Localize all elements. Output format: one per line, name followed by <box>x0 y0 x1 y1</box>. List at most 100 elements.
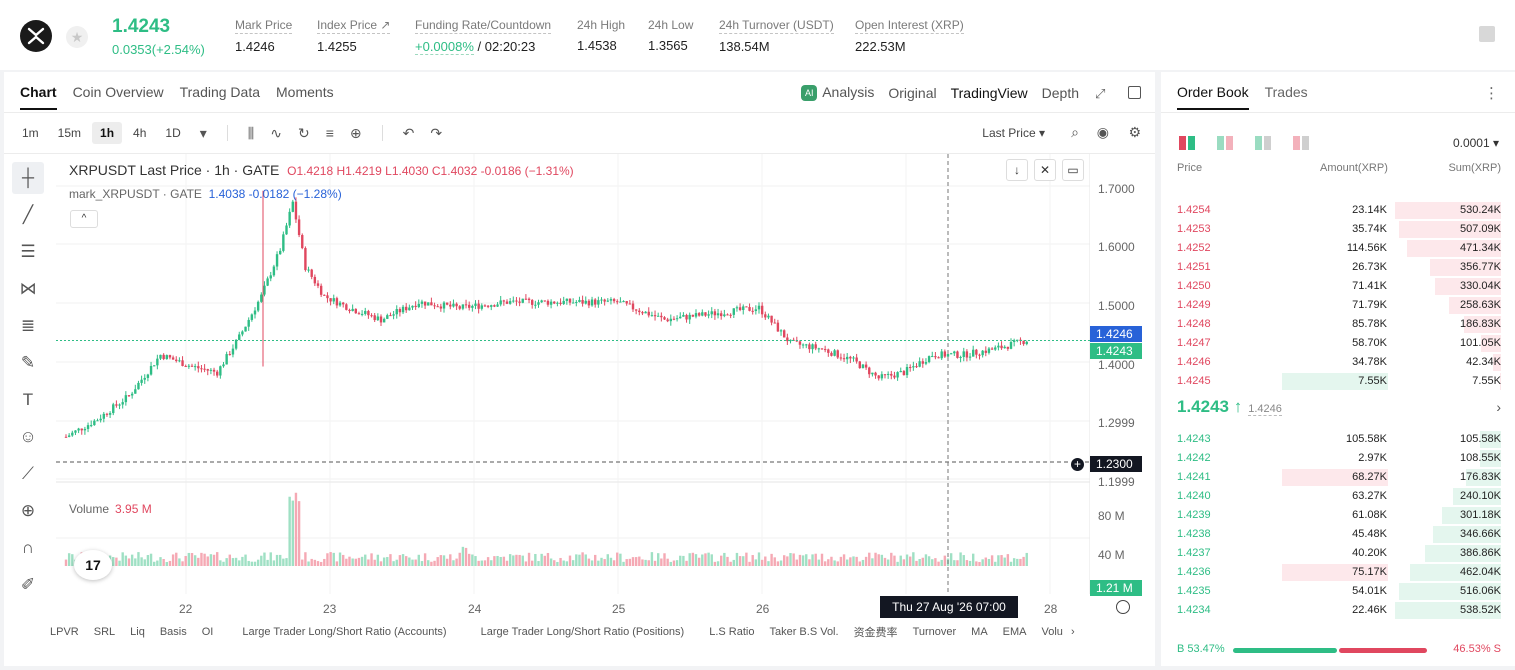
tab-chart[interactable]: Chart <box>20 84 57 110</box>
timeframe-1m[interactable]: 1m <box>22 126 39 140</box>
add-alert-icon[interactable]: ⊕ <box>349 124 362 141</box>
candle-type-icon[interactable]: ⫼ <box>247 124 255 141</box>
favorite-star-icon[interactable]: ★ <box>66 26 88 48</box>
brush-icon[interactable]: ✎ <box>20 353 36 372</box>
tab-trades[interactable]: Trades <box>1264 84 1308 100</box>
mid-price-row[interactable]: 1.4243 ↑ 1.4246 › <box>1177 397 1501 421</box>
indicator-ma[interactable]: MA <box>971 626 988 638</box>
stat-label[interactable]: Funding Rate/Countdown <box>415 18 552 34</box>
timeframe-15m[interactable]: 15m <box>57 126 82 140</box>
trend-line-icon[interactable]: ╱ <box>22 205 34 224</box>
indicator-volume[interactable]: Volu <box>1041 626 1063 638</box>
ask-row[interactable]: 1.4254 23.14K 530.24K <box>1161 200 1515 219</box>
bid-row[interactable]: 1.4234 22.46K 538.52K <box>1161 600 1515 619</box>
collapse-legend-button[interactable]: ^ <box>70 210 98 228</box>
tab-coin-overview[interactable]: Coin Overview <box>72 84 164 100</box>
more-options-icon[interactable]: ⋮ <box>1484 85 1499 102</box>
book-icon[interactable] <box>1479 26 1495 42</box>
ask-row[interactable]: 1.4253 35.74K 507.09K <box>1161 219 1515 238</box>
indicator-ema[interactable]: EMA <box>1002 626 1027 638</box>
text-icon[interactable]: T <box>22 390 34 409</box>
indicator-ls-ratio[interactable]: L.S Ratio <box>709 626 755 638</box>
stat-label[interactable]: Mark Price <box>235 18 293 34</box>
gear-icon[interactable]: ⚙ <box>1128 124 1141 140</box>
indicators-icon[interactable]: ∿ <box>270 124 282 141</box>
maximize-pane-icon[interactable]: ▭ <box>1062 159 1084 181</box>
indicator-turnover[interactable]: Turnover <box>912 626 957 638</box>
indicator-basis[interactable]: Basis <box>159 626 187 638</box>
redo-icon[interactable]: ↷ <box>430 124 443 141</box>
bid-row[interactable]: 1.4243 105.58K 105.58K <box>1161 429 1515 448</box>
candlestick-chart[interactable] <box>56 154 1090 594</box>
tradingview-logo-icon[interactable]: 17 <box>74 550 112 580</box>
mode-both-icon[interactable] <box>1179 136 1195 150</box>
timeframe-1d[interactable]: 1D <box>165 126 181 140</box>
arrow-down-icon[interactable]: ↓ <box>1006 159 1028 181</box>
horizontal-lines-icon[interactable]: ☰ <box>20 242 36 261</box>
bid-row[interactable]: 1.4240 63.27K 240.10K <box>1161 486 1515 505</box>
undo-icon[interactable]: ↶ <box>402 124 415 141</box>
magnet-icon[interactable]: ∩ <box>21 538 35 557</box>
indicator-lpvr[interactable]: LPVR <box>50 626 79 638</box>
reset-chart-icon[interactable] <box>1116 600 1130 614</box>
tab-depth[interactable]: Depth <box>1041 84 1079 101</box>
indicator-funding-rate[interactable]: 资金费率 <box>853 626 898 639</box>
ruler-icon[interactable]: ⟋ <box>22 464 34 483</box>
lock-drawing-icon[interactable]: ✐ <box>20 575 36 594</box>
tab-order-book[interactable]: Order Book <box>1177 84 1249 110</box>
bid-row[interactable]: 1.4238 45.48K 346.66K <box>1161 524 1515 543</box>
timeframe-4h[interactable]: 4h <box>133 126 147 140</box>
pattern-icon[interactable]: ⋈ <box>19 279 37 298</box>
templates-icon[interactable]: ≡ <box>325 125 334 141</box>
tab-original[interactable]: Original <box>888 84 937 101</box>
collapse-icon[interactable]: ✕ <box>1034 159 1056 181</box>
tab-analysis[interactable]: AI Analysis <box>801 84 874 102</box>
tab-moments[interactable]: Moments <box>276 84 334 100</box>
stat-label[interactable]: Open Interest (XRP) <box>855 18 964 34</box>
ask-row[interactable]: 1.4250 71.41K 330.04K <box>1161 276 1515 295</box>
crosshair-icon[interactable]: ┼ <box>12 162 44 194</box>
funding-rate-value[interactable]: +0.0008% <box>415 39 474 55</box>
ask-row[interactable]: 1.4247 58.70K 101.05K <box>1161 333 1515 352</box>
ask-row[interactable]: 1.4245 7.55K 7.55K <box>1161 371 1515 390</box>
timeframe-1h[interactable]: 1h <box>92 122 123 144</box>
tab-trading-data[interactable]: Trading Data <box>179 84 261 100</box>
add-order-icon[interactable]: + <box>1070 457 1085 472</box>
tab-tradingview[interactable]: TradingView <box>950 84 1028 101</box>
fib-icon[interactable]: ≣ <box>20 316 36 335</box>
bid-row[interactable]: 1.4239 61.08K 301.18K <box>1161 505 1515 524</box>
tick-size-select[interactable]: 0.0001 ▾ <box>1452 136 1499 150</box>
ask-row[interactable]: 1.4248 85.78K 186.83K <box>1161 314 1515 333</box>
stat-label[interactable]: 24h Turnover (USDT) <box>719 18 834 34</box>
chevron-right-icon[interactable]: › <box>1070 626 1075 638</box>
ask-row[interactable]: 1.4251 26.73K 356.77K <box>1161 257 1515 276</box>
replay-icon[interactable]: ↻ <box>297 124 310 141</box>
stat-label[interactable]: Index Price ↗ <box>317 18 391 34</box>
ask-row[interactable]: 1.4252 114.56K 471.34K <box>1161 238 1515 257</box>
mode-split-icon[interactable] <box>1217 136 1233 150</box>
indicator-taker-bs-vol[interactable]: Taker B.S Vol. <box>769 626 839 638</box>
expand-icon[interactable]: ⤢ <box>1095 86 1106 101</box>
bid-row[interactable]: 1.4241 68.27K 176.83K <box>1161 467 1515 486</box>
indicator-ltlsr-accounts[interactable]: Large Trader Long/Short Ratio (Accounts) <box>242 626 447 638</box>
emoji-icon[interactable]: ☺ <box>19 427 37 446</box>
indicator-liq[interactable]: Liq <box>130 626 145 638</box>
bid-row[interactable]: 1.4237 40.20K 386.86K <box>1161 543 1515 562</box>
ask-row[interactable]: 1.4246 34.78K 42.34K <box>1161 352 1515 371</box>
ask-row[interactable]: 1.4249 71.79K 258.63K <box>1161 295 1515 314</box>
bid-row[interactable]: 1.4242 2.97K 108.55K <box>1161 448 1515 467</box>
chevron-right-icon[interactable]: › <box>1496 399 1501 415</box>
timeframe-dropdown-icon[interactable]: ▾ <box>199 124 207 141</box>
bid-row[interactable]: 1.4235 54.01K 516.06K <box>1161 581 1515 600</box>
fullscreen-icon[interactable] <box>1128 86 1141 99</box>
camera-icon[interactable]: ◉ <box>1096 124 1109 140</box>
price-source-select[interactable]: Last Price ▾ <box>982 126 1045 140</box>
indicator-oi[interactable]: OI <box>201 626 214 638</box>
bid-row[interactable]: 1.4236 75.17K 462.04K <box>1161 562 1515 581</box>
search-icon[interactable]: ⌕ <box>1071 124 1079 140</box>
mode-asks-icon[interactable] <box>1293 136 1309 150</box>
indicator-srl[interactable]: SRL <box>93 626 116 638</box>
indicator-ltlsr-positions[interactable]: Large Trader Long/Short Ratio (Positions… <box>480 626 685 638</box>
zoom-in-icon[interactable]: ⊕ <box>20 501 36 520</box>
mode-bids-icon[interactable] <box>1255 136 1271 150</box>
